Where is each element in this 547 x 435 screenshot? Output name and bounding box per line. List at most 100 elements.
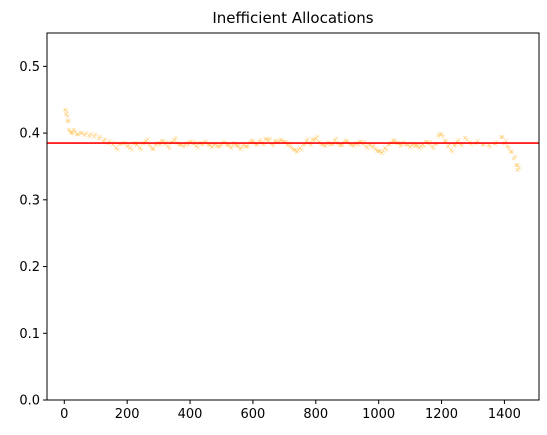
- data-point: [271, 143, 276, 148]
- data-point: [297, 145, 303, 150]
- data-point: [334, 136, 339, 141]
- data-point: [148, 144, 153, 149]
- data-point: [103, 137, 108, 142]
- data-point: [194, 143, 199, 148]
- x-tick-label: 600: [241, 407, 266, 422]
- x-tick-label: 1400: [488, 407, 521, 422]
- data-point: [73, 129, 78, 134]
- data-point: [419, 143, 424, 148]
- data-point: [430, 144, 435, 149]
- x-tick-label: 800: [303, 407, 328, 422]
- data-point: [65, 114, 70, 119]
- data-point: [488, 145, 493, 150]
- data-point: [96, 136, 101, 141]
- y-axis: 0.0 0.1 0.2 0.3 0.4 0.5: [19, 60, 47, 409]
- data-point: [414, 143, 419, 148]
- data-point: [310, 137, 315, 142]
- data-point: [134, 143, 139, 148]
- data-point: [244, 144, 249, 149]
- data-point: [88, 131, 94, 136]
- data-point: [246, 144, 251, 149]
- data-point: [101, 139, 106, 144]
- data-point: [312, 137, 317, 142]
- data-point: [128, 145, 133, 150]
- data-point: [340, 143, 345, 148]
- y-tick-label: 0.1: [19, 327, 40, 342]
- data-point: [463, 135, 468, 140]
- data-point: [422, 144, 427, 149]
- data-point: [337, 143, 342, 148]
- data-point: [332, 138, 337, 143]
- data-point: [208, 143, 213, 148]
- data-point: [71, 127, 76, 132]
- data-point: [288, 144, 293, 149]
- data-point: [66, 119, 72, 124]
- data-point: [74, 132, 79, 137]
- data-point: [370, 145, 375, 150]
- data-point: [365, 146, 370, 151]
- data-point: [80, 131, 85, 136]
- x-tick-label: 400: [178, 407, 203, 422]
- data-point: [277, 138, 282, 143]
- data-point: [70, 131, 75, 136]
- data-point: [450, 149, 455, 154]
- data-point: [243, 144, 248, 149]
- data-point: [290, 146, 295, 151]
- data-point: [115, 147, 120, 152]
- data-point: [66, 127, 72, 132]
- y-tick-label: 0.4: [19, 127, 40, 142]
- data-point: [351, 143, 356, 148]
- series-scatter: [63, 107, 522, 172]
- data-point: [272, 139, 278, 144]
- data-point: [507, 146, 512, 151]
- data-point: [486, 143, 491, 148]
- data-point: [65, 118, 70, 124]
- data-point: [515, 163, 520, 168]
- data-point: [417, 145, 422, 150]
- data-point: [153, 143, 158, 148]
- data-point: [64, 109, 69, 114]
- y-tick-label: 0.3: [19, 193, 40, 208]
- data-point: [345, 139, 350, 144]
- data-point: [265, 137, 270, 142]
- data-point: [78, 131, 83, 136]
- data-point: [296, 147, 301, 152]
- x-tick-label: 1200: [425, 407, 458, 422]
- data-point: [415, 143, 421, 148]
- data-point: [299, 147, 304, 152]
- data-point: [499, 135, 504, 140]
- data-point: [214, 143, 219, 148]
- data-point: [503, 139, 509, 144]
- data-point: [445, 144, 450, 149]
- data-point: [69, 131, 74, 136]
- data-point: [64, 112, 69, 117]
- data-point: [379, 151, 384, 156]
- data-point: [82, 133, 87, 138]
- data-point: [475, 139, 480, 144]
- data-point: [176, 143, 182, 148]
- x-tick-label: 1000: [362, 407, 395, 422]
- data-point: [408, 145, 413, 150]
- data-point: [274, 139, 279, 144]
- data-point: [313, 136, 318, 141]
- data-point: [392, 138, 397, 143]
- data-point: [390, 138, 395, 143]
- data-point: [294, 149, 300, 154]
- data-point: [442, 139, 447, 144]
- data-point: [382, 145, 388, 150]
- data-point: [161, 139, 166, 144]
- data-point: [236, 143, 241, 148]
- x-axis: 0 200 400 600 800 1000 1200 1400: [60, 400, 521, 422]
- data-point: [165, 144, 171, 149]
- data-point: [250, 139, 255, 144]
- data-point: [356, 143, 361, 148]
- data-point: [285, 143, 290, 148]
- data-point: [92, 134, 97, 139]
- chart-title: Inefficient Allocations: [212, 9, 373, 27]
- data-point: [513, 154, 518, 159]
- data-point: [98, 134, 103, 139]
- data-point: [268, 136, 273, 141]
- data-point: [139, 147, 144, 152]
- data-point: [151, 147, 156, 152]
- data-point: [304, 139, 309, 144]
